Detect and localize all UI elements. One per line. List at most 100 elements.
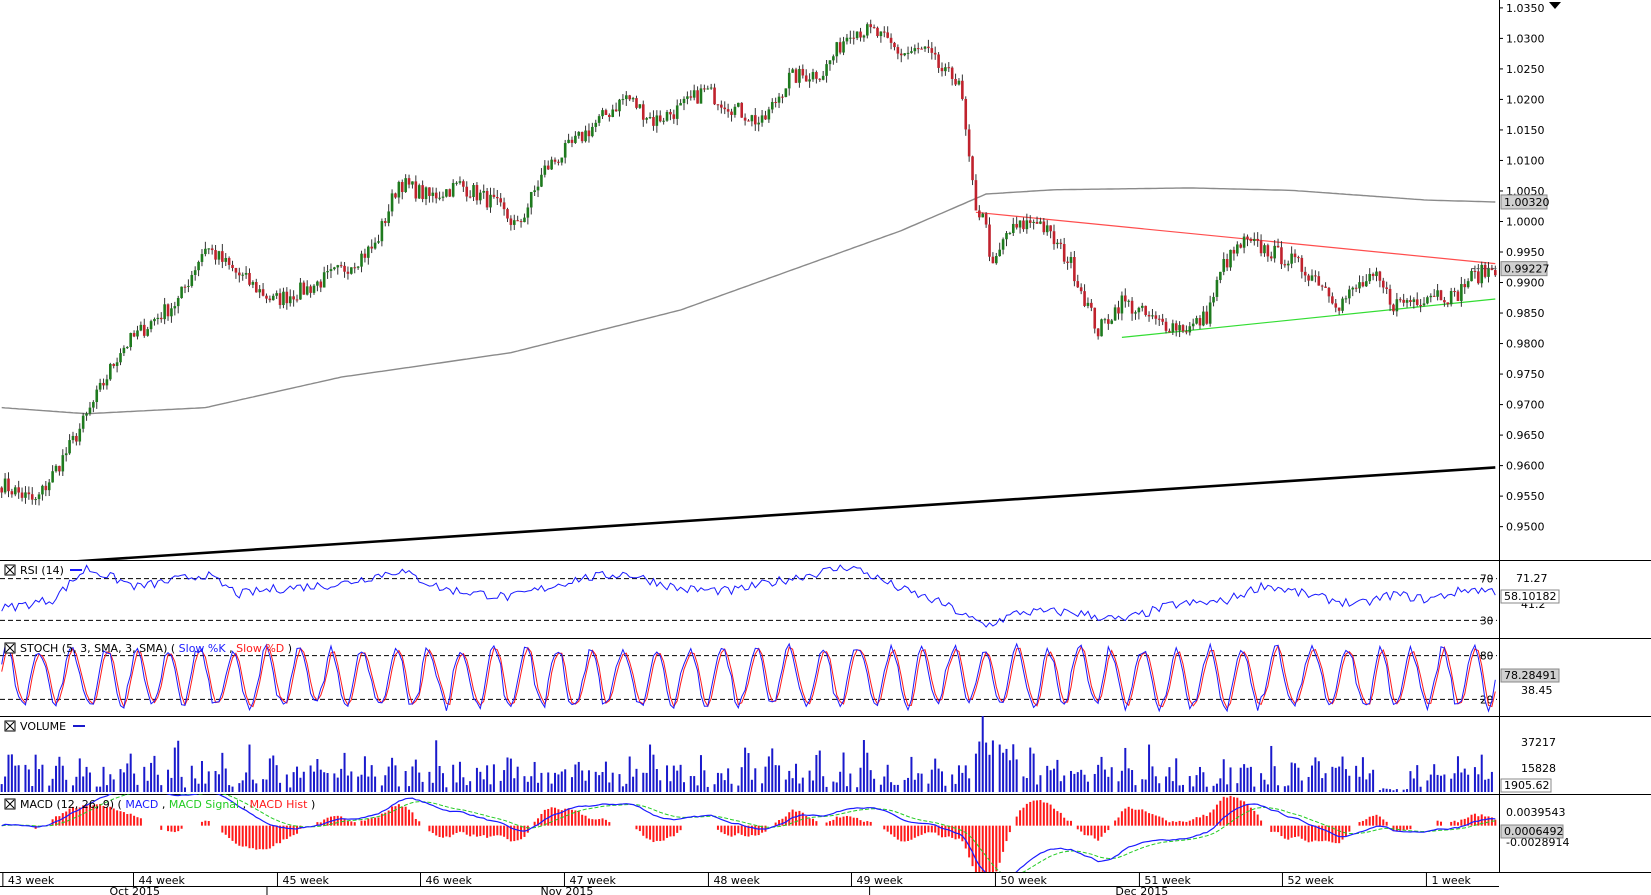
- macd-hist-bar: [160, 825, 163, 830]
- candle-body: [1314, 275, 1317, 277]
- macd-hist-bar: [387, 810, 390, 826]
- macd-hist-bar: [757, 825, 760, 836]
- candle-body: [441, 196, 445, 198]
- candle-body: [1154, 315, 1158, 319]
- candle: [1035, 216, 1039, 224]
- candle: [1066, 256, 1069, 270]
- candle-body: [1348, 289, 1351, 299]
- candle-body: [373, 242, 377, 249]
- candle: [1144, 305, 1147, 317]
- macd-hist-bar: [727, 825, 730, 836]
- candle-body: [1022, 220, 1025, 230]
- candle-body: [1293, 253, 1297, 258]
- candle-body: [709, 87, 713, 89]
- volume-bar: [1063, 775, 1066, 792]
- candle-body: [733, 106, 737, 115]
- macd-hist-bar: [88, 805, 91, 826]
- candle: [241, 272, 245, 281]
- candle-body: [553, 159, 557, 162]
- candle: [784, 88, 788, 98]
- volume-bar: [1188, 776, 1191, 792]
- volume-bar: [1195, 775, 1198, 792]
- week-label: 47 week: [569, 874, 616, 887]
- candle-body: [764, 115, 767, 120]
- macd-hist-bar: [397, 804, 400, 826]
- candle-body: [166, 304, 170, 317]
- price-overlay-lines: [1, 187, 1496, 560]
- candle-body: [855, 31, 859, 39]
- candle: [916, 42, 920, 54]
- volume-bar: [896, 784, 899, 792]
- macd-hist-bar: [221, 825, 224, 833]
- volume-bar: [99, 786, 102, 792]
- candle-body: [1123, 295, 1127, 302]
- candle-body: [648, 117, 652, 119]
- macd-hist-bar: [991, 825, 994, 872]
- candle-body: [1195, 318, 1198, 324]
- volume-bar: [55, 765, 58, 792]
- candle-body: [285, 291, 289, 304]
- volume-bar: [523, 776, 526, 792]
- volume-bar: [1002, 752, 1005, 792]
- candle: [1361, 275, 1365, 288]
- volume-bar: [845, 786, 848, 792]
- volume-bar: [452, 764, 455, 792]
- candle: [1303, 266, 1307, 283]
- macd-hist-bar: [204, 820, 207, 826]
- volume-bar: [48, 785, 51, 792]
- candle: [1107, 314, 1110, 330]
- candle: [136, 325, 139, 340]
- volume-bar: [38, 769, 41, 792]
- volume-bar: [275, 765, 278, 792]
- candle: [400, 179, 404, 200]
- volume-bar: [1144, 779, 1147, 792]
- macd-hist-bar: [662, 825, 665, 841]
- candle: [740, 102, 744, 118]
- macd-hist-bar: [978, 825, 981, 872]
- volume-bar: [1110, 767, 1113, 792]
- candle: [536, 180, 540, 198]
- volume-bar: [672, 765, 675, 792]
- candle: [557, 159, 560, 166]
- volume-bar: [1226, 784, 1229, 792]
- candle: [1456, 289, 1460, 302]
- candle-body: [465, 186, 469, 197]
- candle: [1409, 295, 1412, 307]
- macd-hist-bar: [832, 819, 835, 826]
- candle: [927, 39, 930, 53]
- macd-line-label: MACD: [125, 798, 158, 811]
- macd-hist-bar: [78, 807, 81, 826]
- candle-body: [618, 99, 621, 112]
- candle: [1266, 243, 1270, 262]
- macd-hist-bar: [720, 825, 723, 833]
- candle: [920, 46, 923, 50]
- candle-body: [1402, 299, 1405, 303]
- macd-hist-bar: [224, 825, 227, 835]
- volume-bar: [126, 763, 129, 792]
- candle-body: [1032, 221, 1035, 223]
- macd-hist-bar: [920, 825, 923, 835]
- candle: [193, 266, 197, 281]
- candle-body: [1205, 311, 1209, 324]
- macd-hist-bar: [1019, 810, 1022, 826]
- volume-bar: [659, 780, 662, 792]
- candle: [662, 117, 665, 125]
- candle-body: [47, 482, 51, 491]
- candle: [496, 189, 499, 206]
- candle: [1195, 315, 1198, 325]
- week-label: 43 week: [8, 874, 55, 887]
- volume-bar: [699, 755, 702, 792]
- volume-bar: [886, 764, 889, 792]
- macd-hist-bar: [1283, 825, 1286, 839]
- candle: [288, 289, 292, 307]
- candle-body: [910, 51, 913, 53]
- candle: [465, 181, 469, 202]
- candle: [910, 46, 913, 54]
- scroll-arrow-icon[interactable]: [1549, 2, 1561, 9]
- candle: [1022, 217, 1025, 232]
- volume-bar: [17, 765, 20, 792]
- candle-body: [125, 347, 129, 349]
- candle: [343, 262, 346, 278]
- macd-hist-bar: [676, 825, 679, 833]
- macd-value-box: [1500, 824, 1564, 839]
